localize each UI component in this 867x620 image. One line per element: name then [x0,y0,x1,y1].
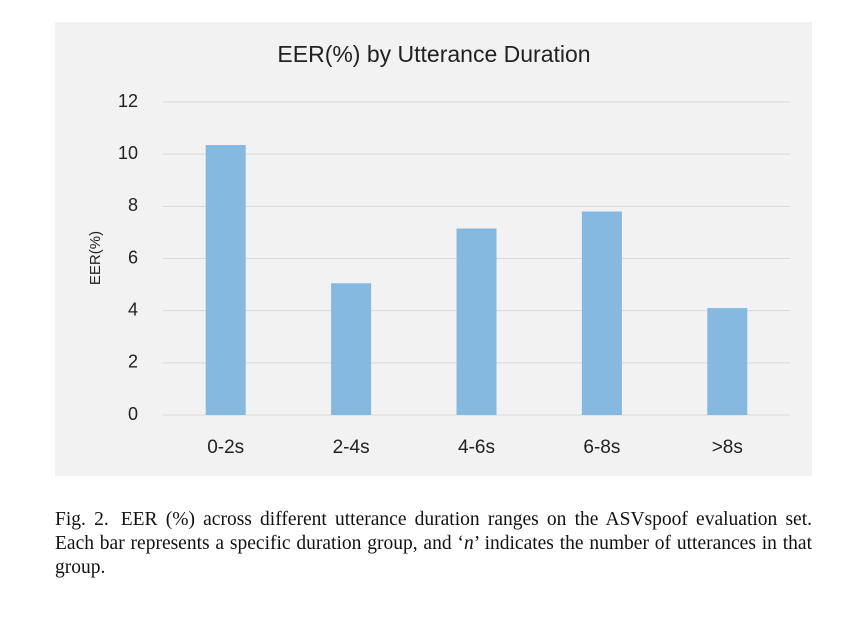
y-tick-label: 4 [128,299,138,319]
y-tick-label: 0 [128,404,138,424]
caption-text: EER (%) across different utterance durat… [55,509,812,554]
x-tick-label: 2-4s [333,437,370,458]
bar [581,211,622,415]
y-axis-label: EER(%) [87,231,104,285]
bar [205,145,246,415]
x-tick-label: 6-8s [583,437,620,458]
chart-background [55,22,812,476]
x-tick-label: >8s [712,437,743,458]
y-tick-label: 12 [118,91,138,111]
bar [331,283,372,415]
chart: EER(%) by Utterance Duration EER(%) 0 2 4 6… [55,22,812,476]
x-tick-label: 4-6s [458,437,495,458]
caption-emph: n [463,533,474,554]
y-tick-label: 2 [128,352,138,372]
bar [707,308,748,415]
x-tick-label: 0-2s [207,437,244,458]
y-tick-label: 8 [128,195,138,215]
caption: Fig. 2. EER (%) across different utteranc… [55,508,812,580]
chart-title: EER(%) by Utterance Duration [277,41,590,67]
y-tick-label: 10 [118,143,138,163]
bar [456,228,497,415]
caption-text: ’ indicates the number of utterances in … [55,533,812,578]
caption-label: Fig. 2. [55,509,109,530]
y-tick-label: 6 [128,247,138,267]
